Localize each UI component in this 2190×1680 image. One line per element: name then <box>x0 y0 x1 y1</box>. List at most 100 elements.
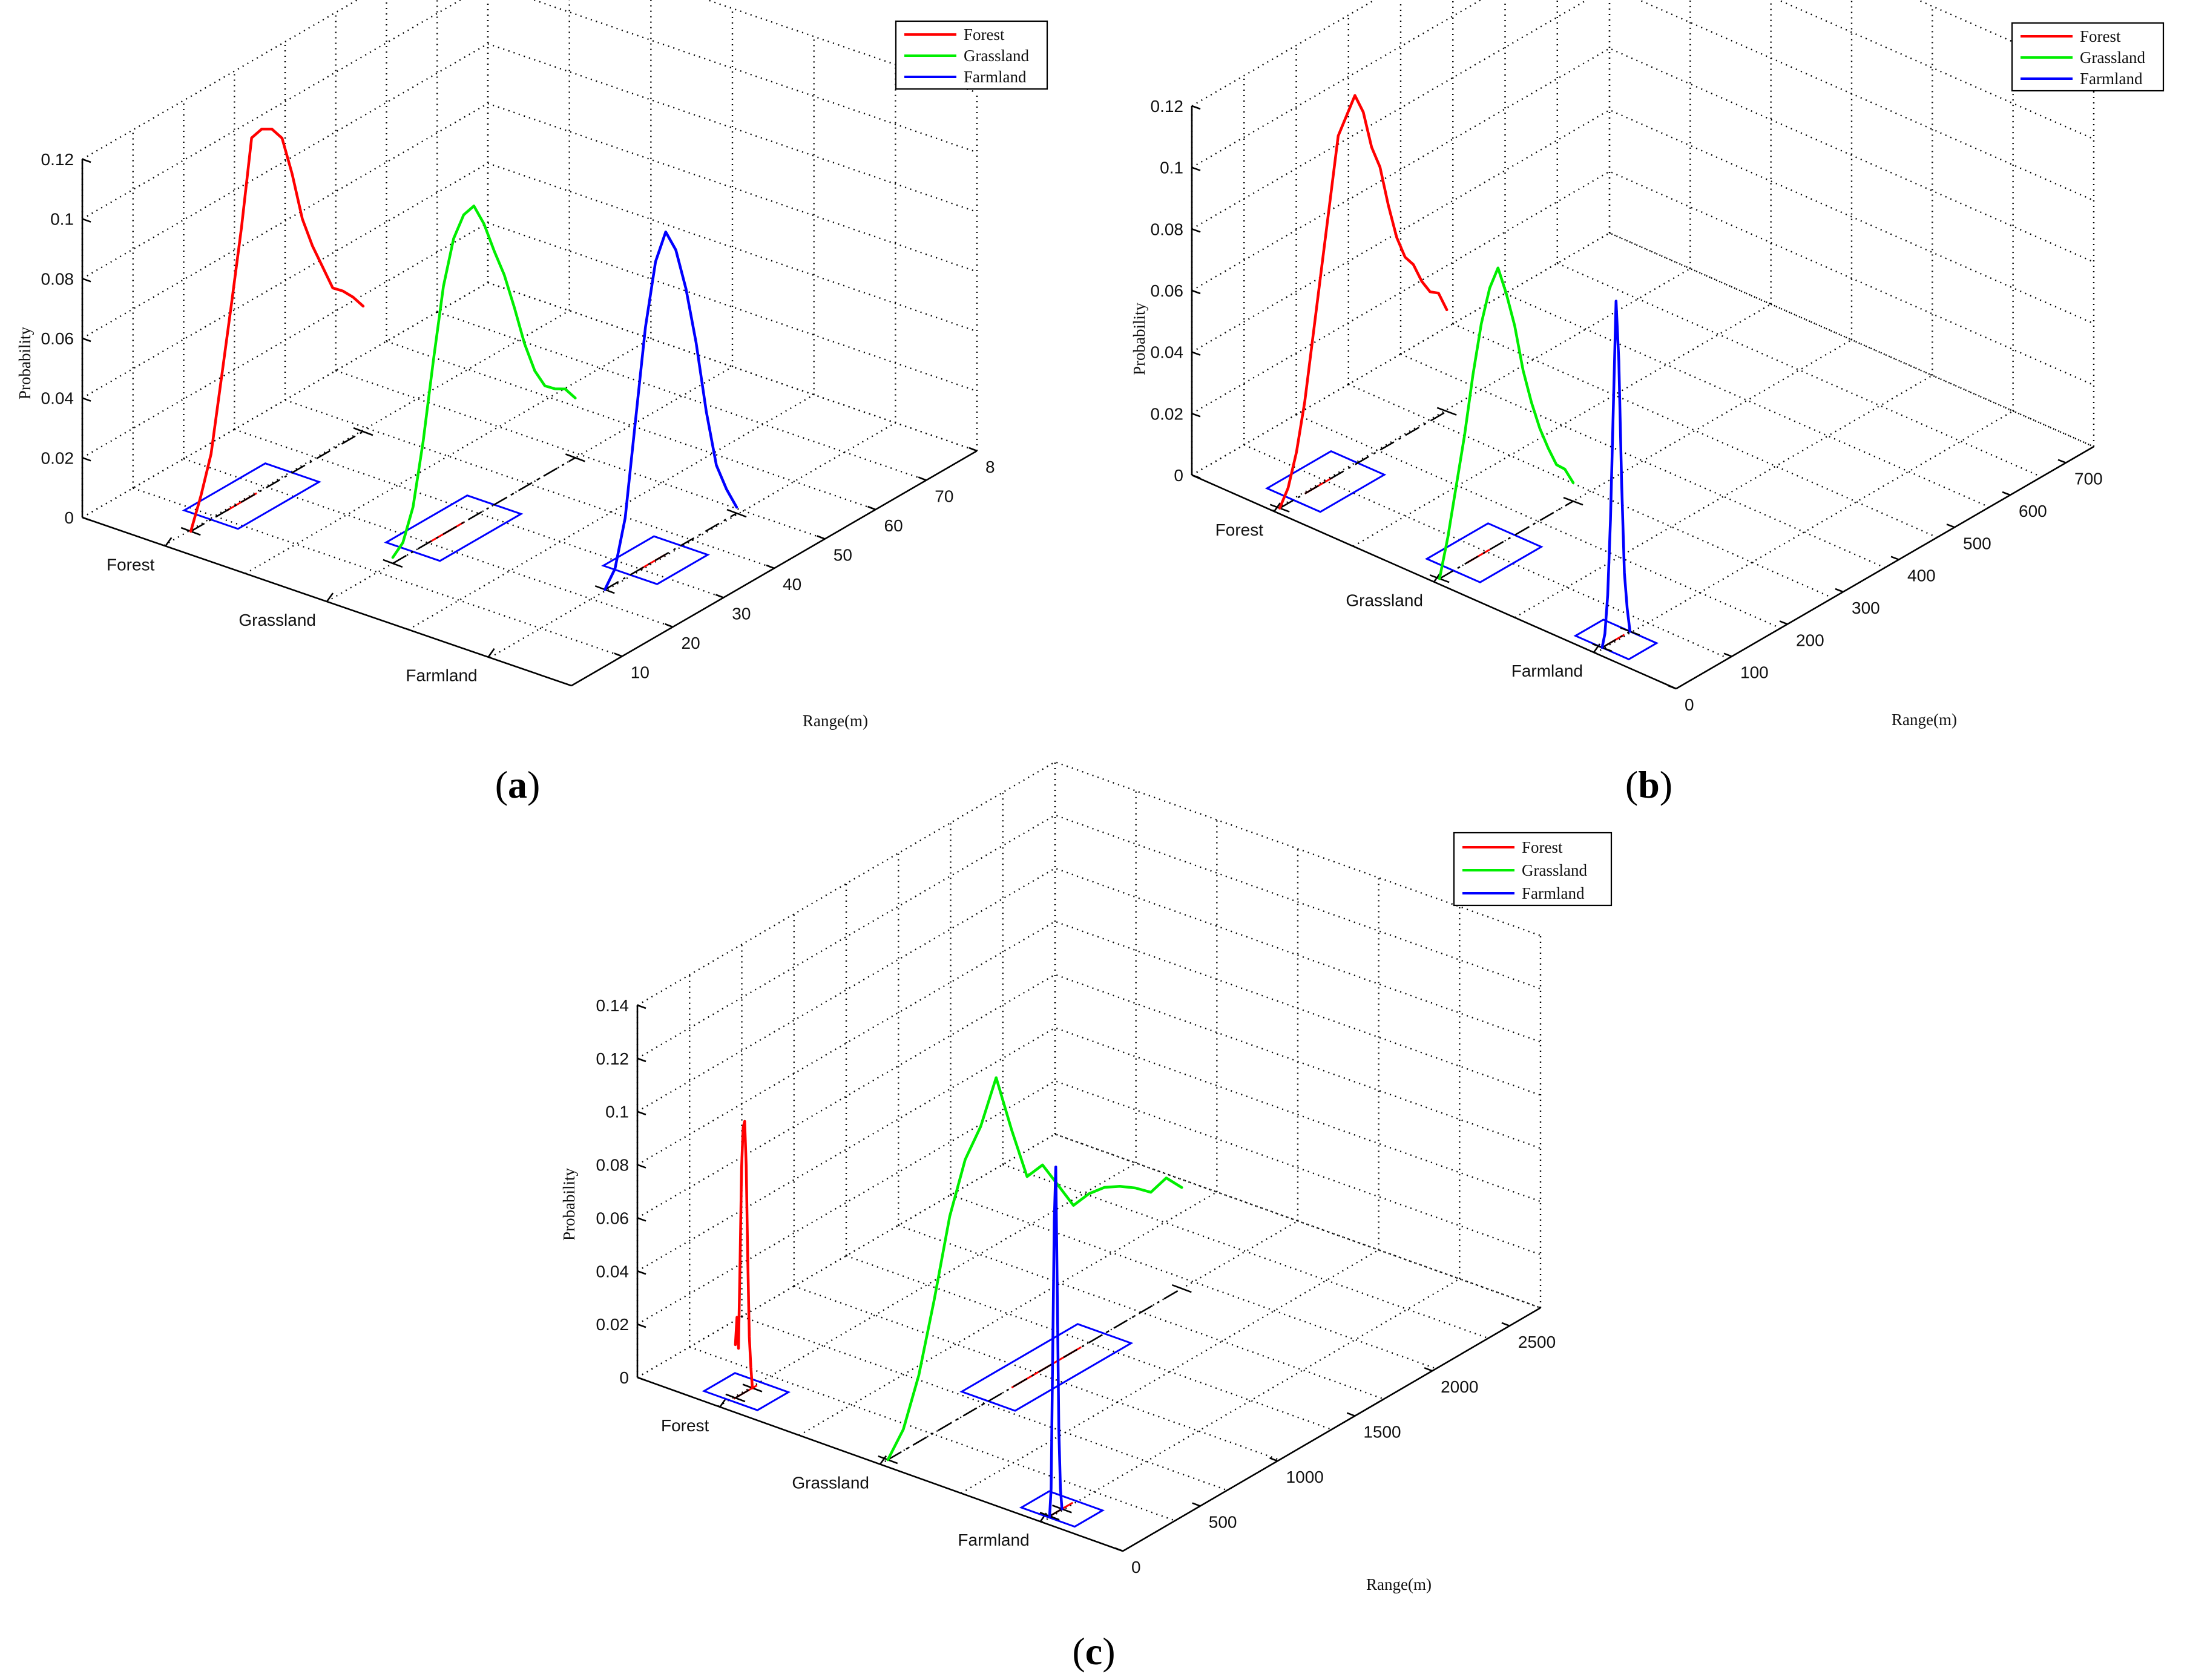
chart-b-grid-rf-6 <box>1505 292 1990 508</box>
chart-c-category-tick-1 <box>879 1455 887 1465</box>
chart-c-range-tick-label-2: 1000 <box>1286 1468 1324 1486</box>
chart-c-baseline-farmland <box>1049 1508 1063 1517</box>
chart-b-range-tick-label-0: 0 <box>1685 695 1694 714</box>
chart-a-grid-rf-5 <box>335 370 826 540</box>
chart-b-legend-farmland: Farmland <box>2080 70 2143 88</box>
chart-b-z-tick-label-0: 0 <box>1174 466 1183 485</box>
chart-panel-b: 0 0.02 0.04 0.06 0.08 0.1 0.12 Forest Grassland F… <box>1095 0 2190 840</box>
chart-a-grid-cf-0 <box>82 281 488 519</box>
chart-a-baseline-cap-grassland-1 <box>565 453 585 462</box>
chart-b-frame-grassland <box>1424 522 1544 583</box>
chart-b-z-tick-label-6: 0.12 <box>1151 97 1184 116</box>
chart-a-xlabel: Range(m) <box>803 712 868 730</box>
chart-a-legend-grassland: Grassland <box>964 47 1029 65</box>
chart-a-grid-rf-1 <box>133 487 623 657</box>
chart-b-baseline-forest <box>1279 410 1447 509</box>
chart-b-category-label-2: Farmland <box>1511 661 1583 680</box>
chart-b-legend-forest: Forest <box>2080 27 2121 45</box>
chart-panel-a: 0 0.02 0.04 0.06 0.08 0.1 0.12 Forest Grassland F… <box>0 0 1095 840</box>
chart-a-range-tick-label-6: 70 <box>935 487 953 506</box>
chart-a-grid-z-5 <box>82 0 978 220</box>
chart-c-frame-farmland <box>1019 1490 1105 1528</box>
chart-b-baseline-farmland <box>1602 631 1631 649</box>
chart-c-z-tick-label-3: 0.06 <box>596 1209 630 1227</box>
chart-a-grid-z-0 <box>82 281 978 519</box>
chart-a-series-forest <box>189 127 365 533</box>
chart-b-range-tick-label-3: 300 <box>1852 599 1880 617</box>
chart-b-baseline-cap-grassland-1 <box>1563 496 1583 506</box>
chart-a-category-label-0: Forest <box>107 555 155 574</box>
chart-c-legend-farmland: Farmland <box>1522 884 1585 902</box>
chart-c-grid-z-5 <box>637 867 1541 1112</box>
chart-a-legend-farmland: Farmland <box>964 68 1027 86</box>
chart-b-category-label-0: Forest <box>1215 520 1264 539</box>
chart-a-frame-grassland <box>384 494 524 562</box>
chart-b-range-tick-label-5: 500 <box>1963 534 1991 553</box>
chart-c-series <box>734 1076 1183 1518</box>
chart-a-gridlines <box>81 0 978 687</box>
chart-c-axes: 0 0.02 0.04 0.06 0.08 0.1 0.12 0.14 Forest Grassl… <box>596 996 1556 1577</box>
chart-c-range-tick-4 <box>1424 1367 1433 1372</box>
chart-c-grid-cf-5 <box>1041 1278 1460 1523</box>
chart-c-range-tick-label-5: 2500 <box>1518 1333 1556 1351</box>
chart-b-range-tick-label-2: 200 <box>1796 631 1824 649</box>
chart-b-range-axis <box>1675 445 2094 690</box>
chart-a-z-tick-2 <box>82 397 91 402</box>
chart-b-grid-rf-7 <box>1557 262 2042 478</box>
chart-c-z-tick-label-6: 0.12 <box>596 1049 630 1068</box>
chart-c-xlabel: Range(m) <box>1366 1575 1432 1593</box>
chart-c-category-label-2: Farmland <box>958 1531 1029 1549</box>
chart-a-range-tick-label-7: 8 <box>985 458 995 476</box>
chart-c-category-tick-0 <box>719 1398 727 1408</box>
chart-b-range-tick-label-6: 600 <box>2019 502 2047 520</box>
chart-a-range-tick-label-1: 20 <box>682 634 700 652</box>
chart-a-z-tick-3 <box>82 337 91 343</box>
chart-c-legend-grassland: Grassland <box>1522 861 1587 879</box>
chart-c-frame-forest <box>702 1372 791 1411</box>
chart-a-range-tick-0 <box>614 652 623 657</box>
chart-c-range-tick-2 <box>1269 1457 1278 1462</box>
chart-b-ylabel: Probability <box>1130 303 1148 375</box>
chart-a-range-tick-6 <box>918 476 927 481</box>
chart-b-z-tick-label-1: 0.02 <box>1151 404 1184 423</box>
chart-a-z-tick-label-6: 0.12 <box>41 150 74 169</box>
chart-a-grid-rf-6 <box>386 340 876 511</box>
chart-a-grid-z-4 <box>82 42 978 280</box>
chart-c-range-tick-1 <box>1192 1502 1201 1507</box>
chart-c-z-tick-2 <box>637 1270 646 1275</box>
chart-panel-c: 0 0.02 0.04 0.06 0.08 0.1 0.12 0.14 Forest Grassl… <box>550 761 1645 1680</box>
chart-b-range-tick-label-1: 100 <box>1740 663 1769 682</box>
chart-c-z-tick-label-7: 0.14 <box>596 996 630 1015</box>
chart-a-caption-letter: a <box>508 763 527 806</box>
chart-a-baseline-cap-farmland-1 <box>726 508 747 518</box>
chart-a-legend: Forest Grassland Farmland <box>895 20 1048 90</box>
chart-b-z-tick-label-3: 0.06 <box>1151 281 1184 300</box>
chart-a-range-tick-1 <box>665 623 673 628</box>
chart-c-grid-z-0 <box>637 1133 1541 1379</box>
chart-a-z-tick-label-5: 0.1 <box>50 210 74 229</box>
chart-a-grid-cf-2 <box>245 338 651 574</box>
chart-b-grid-rf-4 <box>1400 353 1886 569</box>
chart-a-range-tick-5 <box>867 505 876 511</box>
chart-a-grid-z-6 <box>82 0 978 160</box>
chart-c-gridlines <box>636 761 1542 1552</box>
chart-c-z-tick-3 <box>637 1217 646 1222</box>
chart-c-z-tick-7 <box>637 1004 646 1009</box>
chart-a-grid-cf-5 <box>489 422 896 658</box>
chart-b-grid-z-3 <box>1191 47 2094 292</box>
chart-b-grid-rf-5 <box>1452 323 1938 539</box>
chart-b-range-tick-label-4: 400 <box>1907 566 1936 585</box>
chart-b-series-grassland <box>1438 266 1575 580</box>
chart-c-z-tick-1 <box>637 1323 646 1328</box>
chart-a-series <box>189 127 738 591</box>
chart-a-range-tick-4 <box>817 535 826 540</box>
chart-c-grid-z-7 <box>637 761 1541 1006</box>
chart-c-range-tick-5 <box>1501 1322 1510 1327</box>
chart-a-range-tick-7 <box>968 447 978 452</box>
chart-c-baseline-grassland <box>887 1288 1182 1461</box>
chart-a-z-tick-1 <box>82 457 91 462</box>
chart-b-series-farmland <box>1600 300 1632 649</box>
chart-a-series-grassland <box>391 205 577 559</box>
chart-c-legend: Forest Grassland Farmland <box>1453 832 1613 907</box>
chart-c-series-forest <box>734 1120 754 1390</box>
